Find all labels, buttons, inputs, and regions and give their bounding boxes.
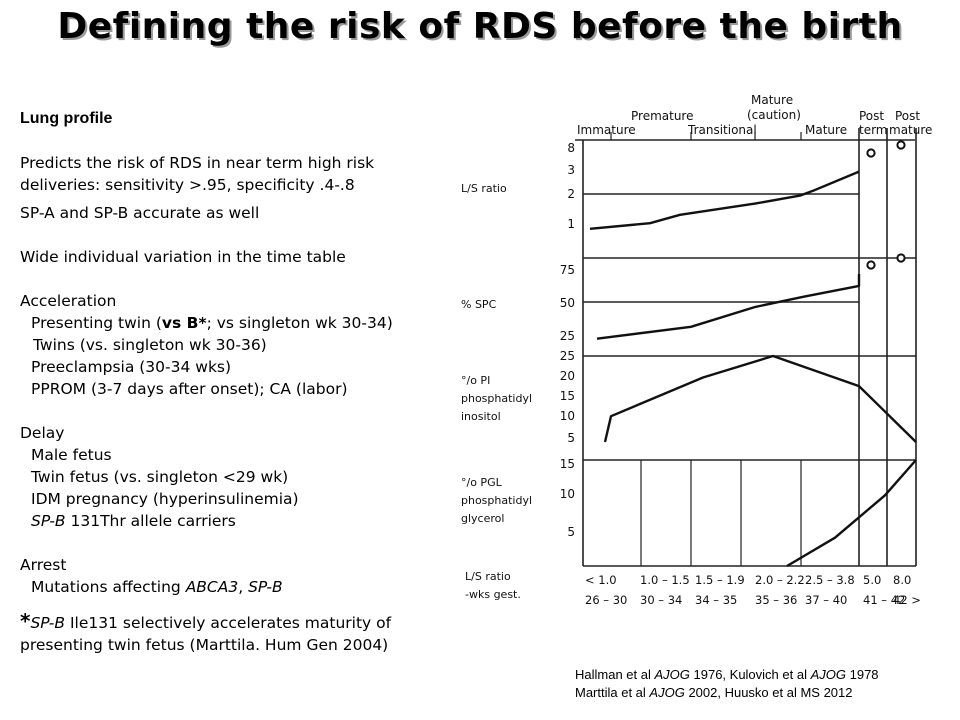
series-line-1: [596, 274, 861, 340]
y-tick-0-0: 8: [567, 141, 575, 155]
category-ls-6: 42 >: [893, 593, 921, 607]
category-ls-2: 34 – 35: [695, 593, 737, 607]
series-line-2: [603, 354, 917, 443]
panel-label-2-2: inositol: [461, 410, 501, 423]
references: Hallman et al AJOG 1976, Kulovich et al …: [575, 666, 960, 702]
acc-presenting-twin: Presenting twin (vs B*; vs singleton wk …: [31, 314, 393, 332]
post-marker-0: [866, 148, 876, 158]
category-wks-4: 2.5 – 3.8: [805, 573, 855, 587]
arrest-heading: Arrest: [20, 556, 67, 574]
y-tick-3-1: 10: [560, 487, 575, 501]
y-tick-2-1: 20: [560, 369, 575, 383]
series-line-3: [786, 459, 917, 568]
y-tick-3-0: 15: [560, 457, 575, 471]
category-wks-5: 5.0: [863, 573, 881, 587]
delay-idm: IDM pregnancy (hyperinsulinemia): [31, 490, 299, 508]
footnote-line-1: *SP-B Ile131 selectively accelerates mat…: [20, 609, 392, 633]
y-tick-0-1: 3: [567, 163, 575, 177]
stage-post-mature-1: Post: [895, 109, 920, 123]
stage-mature: Mature: [805, 123, 847, 137]
stage-post-term-1: Post: [859, 109, 884, 123]
y-tick-2-4: 5: [567, 431, 575, 445]
y-tick-2-3: 10: [560, 409, 575, 423]
footer-label-1: -wks gest.: [465, 588, 521, 601]
y-tick-2-0: 25: [560, 349, 575, 363]
category-ls-5: 41 – 42: [863, 593, 905, 607]
stage-mature-caution-2: (caution): [747, 108, 801, 122]
acc-twins: Twins (vs. singleton wk 30-36): [33, 336, 267, 354]
post-marker-3: [896, 253, 906, 263]
footnote-line-2: presenting twin fetus (Marttila. Hum Gen…: [20, 636, 389, 654]
acc-pprom: PPROM (3-7 days after onset); CA (labor): [31, 380, 348, 398]
acc-preeclampsia: Preeclampsia (30-34 wks): [31, 358, 232, 376]
post-marker-1: [896, 140, 906, 150]
panel-label-2-0: °/o PI: [461, 374, 490, 387]
category-ls-3: 35 – 36: [755, 593, 797, 607]
spa-line: SP-A and SP-B accurate as well: [20, 204, 260, 222]
slide-title: Defining the risk of RDS before the birt…: [57, 6, 903, 47]
predicts-line-2: deliveries: sensitivity >.95, specificit…: [20, 176, 355, 194]
stage-post-mature-2: mature: [889, 123, 932, 137]
y-tick-0-3: 1: [567, 217, 575, 231]
stage-mature-caution-1: Mature: [751, 93, 793, 107]
section-heading: Lung profile: [20, 110, 113, 127]
delay-heading: Delay: [20, 424, 65, 442]
stage-transitional: Transitional: [687, 123, 757, 137]
y-tick-0-2: 2: [567, 187, 575, 201]
post-marker-2: [866, 260, 876, 270]
panel-label-3-0: °/o PGL: [461, 476, 503, 489]
y-tick-2-2: 15: [560, 389, 575, 403]
panel-label-0-0: L/S ratio: [461, 182, 507, 195]
category-ls-4: 37 – 40: [805, 593, 847, 607]
panel-label-3-1: phosphatidyl: [461, 494, 532, 507]
delay-male: Male fetus: [31, 446, 112, 464]
panel-label-1-0: % SPC: [461, 298, 497, 311]
stage-premature: Premature: [631, 109, 693, 123]
series-line-0: [589, 170, 860, 230]
reference-line-1: Hallman et al AJOG 1976, Kulovich et al …: [575, 667, 879, 682]
category-wks-1: 1.0 – 1.5: [640, 573, 690, 587]
stage-immature: Immature: [577, 123, 636, 137]
arrest-mutations: Mutations affecting ABCA3, SP-B: [31, 578, 283, 596]
category-ls-1: 30 – 34: [640, 593, 682, 607]
lung-profile-chart: Immature Premature Transitional Mature (…: [461, 93, 932, 607]
footer-label-0: L/S ratio: [465, 570, 511, 583]
panel-label-3-2: glycerol: [461, 512, 504, 525]
category-wks-3: 2.0 – 2.2: [755, 573, 805, 587]
predicts-line-1: Predicts the risk of RDS in near term hi…: [20, 154, 375, 172]
y-tick-1-2: 25: [560, 329, 575, 343]
category-wks-6: 8.0: [893, 573, 911, 587]
y-tick-3-2: 5: [567, 525, 575, 539]
category-wks-0: < 1.0: [585, 573, 617, 587]
reference-line-2: Marttila et al AJOG 2002, Huusko et al M…: [575, 685, 853, 700]
lung-profile-text: Lung profile Predicts the risk of RDS in…: [20, 108, 450, 656]
delay-twin: Twin fetus (vs. singleton <29 wk): [31, 468, 289, 486]
stage-post-term-2: term: [859, 123, 888, 137]
variation-line: Wide individual variation in the time ta…: [20, 248, 346, 266]
category-wks-2: 1.5 – 1.9: [695, 573, 745, 587]
delay-spb: SP-B 131Thr allele carriers: [31, 512, 236, 530]
panel-label-2-1: phosphatidyl: [461, 392, 532, 405]
category-ls-0: 26 – 30: [585, 593, 627, 607]
y-tick-1-1: 50: [560, 296, 575, 310]
y-tick-1-0: 75: [560, 263, 575, 277]
acceleration-heading: Acceleration: [20, 292, 117, 310]
